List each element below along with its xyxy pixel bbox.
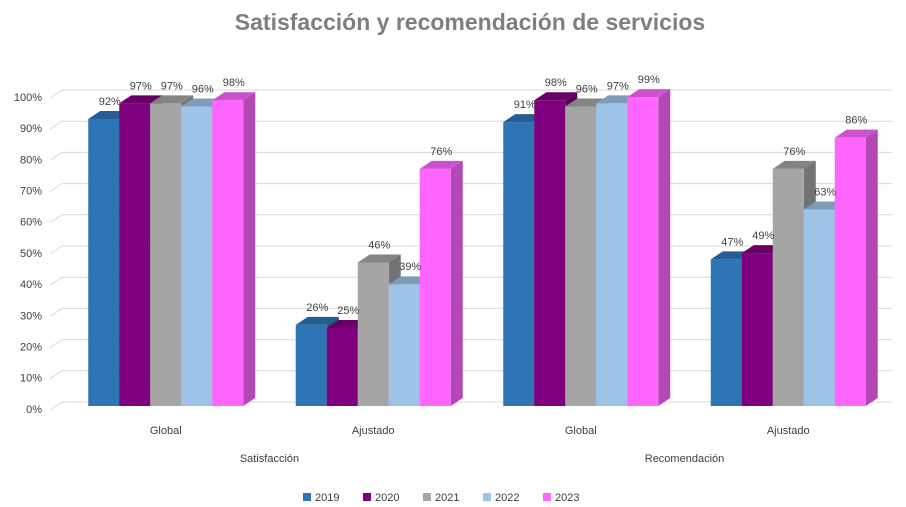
data-label: 86%	[845, 115, 867, 127]
bar	[326, 328, 358, 406]
bar-side	[243, 92, 256, 407]
data-label: 49%	[752, 230, 774, 242]
bar-top	[627, 89, 671, 98]
data-label: 47%	[721, 236, 743, 248]
bar-top	[119, 95, 163, 104]
bar	[181, 106, 213, 406]
data-label: 63%	[814, 186, 836, 198]
bar	[741, 253, 773, 406]
y-tick-label: 10%	[20, 373, 42, 385]
legend-swatch	[303, 493, 311, 501]
data-label: 98%	[545, 77, 567, 89]
legend-label: 2021	[435, 492, 459, 504]
grid-line	[49, 89, 892, 99]
bar-top	[834, 129, 878, 138]
data-label: 46%	[368, 239, 390, 251]
y-tick-label: 90%	[20, 123, 42, 135]
legend-swatch	[483, 493, 491, 501]
bar	[834, 137, 866, 406]
y-tick-label: 80%	[20, 154, 42, 166]
x-tick-label: Global	[150, 425, 182, 437]
y-tick-label: 50%	[20, 248, 42, 260]
bar-top	[419, 160, 463, 169]
data-label: 99%	[638, 74, 660, 86]
legend-label: 2020	[375, 492, 399, 504]
data-label: 39%	[399, 261, 421, 273]
x-tick-label: Ajustado	[352, 425, 395, 437]
bar-top	[357, 254, 401, 263]
bar	[565, 106, 597, 406]
bar	[119, 103, 151, 407]
bar-top	[772, 160, 816, 169]
data-label: 97%	[607, 80, 629, 92]
data-label: 76%	[783, 146, 805, 158]
bar-side	[865, 129, 878, 406]
legend-label: 2019	[315, 492, 339, 504]
bar	[534, 100, 566, 407]
bar-side	[658, 89, 671, 407]
group-label: Recomendación	[645, 453, 725, 465]
y-tick-label: 0%	[26, 404, 42, 416]
x-tick-label: Ajustado	[767, 425, 810, 437]
legend-swatch	[423, 493, 431, 501]
legend-swatch	[543, 493, 551, 501]
bar-top	[295, 316, 339, 325]
data-label: 96%	[576, 83, 598, 95]
bar	[388, 284, 420, 406]
data-label: 97%	[130, 80, 152, 92]
bar	[803, 209, 835, 406]
data-label: 92%	[99, 96, 121, 108]
y-tick-label: 40%	[20, 279, 42, 291]
x-tick-label: Global	[565, 425, 597, 437]
bar	[419, 168, 451, 406]
y-tick-label: 100%	[14, 92, 42, 104]
chart-title: Satisfacción y recomendación de servicio…	[235, 9, 705, 35]
bar-top	[534, 92, 578, 101]
bar-top	[150, 95, 194, 104]
bar-top	[212, 92, 256, 101]
data-label: 98%	[223, 77, 245, 89]
bar	[596, 103, 628, 407]
bar	[212, 100, 244, 407]
y-tick-label: 70%	[20, 186, 42, 198]
y-tick-label: 20%	[20, 342, 42, 354]
legend-swatch	[363, 493, 371, 501]
bar	[710, 259, 742, 406]
group-label: Satisfacción	[240, 453, 299, 465]
legend-label: 2022	[495, 492, 519, 504]
data-label: 91%	[514, 99, 536, 111]
data-label: 76%	[430, 146, 452, 158]
bar	[627, 97, 659, 407]
bar	[772, 168, 804, 406]
bar	[88, 118, 120, 407]
data-label: 26%	[306, 302, 328, 314]
bar	[150, 103, 182, 407]
y-tick-label: 60%	[20, 217, 42, 229]
y-tick-label: 30%	[20, 310, 42, 322]
data-label: 96%	[192, 83, 214, 95]
data-label: 25%	[337, 305, 359, 317]
bar-side	[450, 160, 463, 406]
legend-label: 2023	[555, 492, 579, 504]
bar	[503, 122, 535, 406]
bar	[295, 324, 327, 406]
data-label: 97%	[161, 80, 183, 92]
bar	[357, 262, 389, 406]
